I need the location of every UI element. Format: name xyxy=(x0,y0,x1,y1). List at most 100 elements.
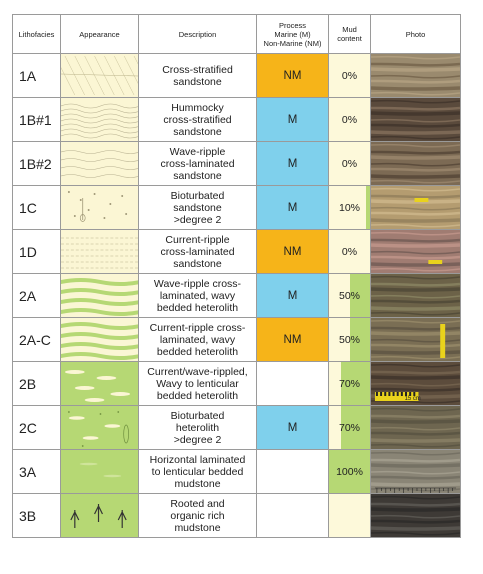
description-line: sandstone xyxy=(173,257,222,270)
appearance-sketch xyxy=(60,141,139,186)
description-line: Hummocky xyxy=(171,101,224,114)
appearance-sketch xyxy=(60,449,139,494)
process-cell xyxy=(256,493,329,538)
mud-content-cell: 100% xyxy=(328,449,371,494)
appearance-sketch xyxy=(60,97,139,142)
description-line: Wave-ripple cross- xyxy=(153,277,242,290)
lithofacies-table: Lithofacies Appearance Description Proce… xyxy=(12,14,461,538)
table-row: 3B Rooted and organic rich mudstone xyxy=(12,493,461,538)
description-line: sandstone xyxy=(173,169,222,182)
lithofacies-code: 1B#2 xyxy=(12,141,61,186)
table-row: 1A Cross-stratified sandstone NM 0% xyxy=(12,53,461,98)
mud-content-bar xyxy=(341,362,370,405)
outcrop-photo xyxy=(370,185,461,230)
outcrop-photo xyxy=(370,141,461,186)
table-row: 2A Wave-ripple cross-laminated, wavy bedde… xyxy=(12,273,461,318)
mud-content-value: 0% xyxy=(341,113,358,126)
appearance-sketch xyxy=(60,493,139,538)
appearance-sketch xyxy=(60,361,139,406)
lithofacies-code: 1A xyxy=(12,53,61,98)
header-process: Process Marine (M) Non-Marine (NM) xyxy=(256,14,329,54)
table-row: 3A Horizontal laminated to lenticular bedd… xyxy=(12,449,461,494)
description-line: heterolith xyxy=(175,421,220,434)
process-cell xyxy=(256,449,329,494)
description-cell: Current/wave-rippled, Wavy to lenticular b… xyxy=(138,361,257,406)
lithofacies-code: 1C xyxy=(12,185,61,230)
description-line: sandstone xyxy=(173,75,222,88)
mud-content-value: 0% xyxy=(341,157,358,170)
appearance-sketch xyxy=(60,405,139,450)
lithofacies-code: 2A xyxy=(12,273,61,318)
description-line: sandstone xyxy=(173,201,222,214)
appearance-sketch xyxy=(60,273,139,318)
lithofacies-code: 1D xyxy=(12,229,61,274)
mud-content-bar xyxy=(365,186,370,229)
process-cell: M xyxy=(256,185,329,230)
lithofacies-code: 2B xyxy=(12,361,61,406)
lithofacies-code: 3B xyxy=(12,493,61,538)
description-line: mudstone xyxy=(174,521,221,534)
description-line: cross-laminated xyxy=(160,157,235,170)
description-line: cross-stratified xyxy=(163,113,232,126)
mud-content-cell: 70% xyxy=(328,405,371,450)
mud-content-bar xyxy=(329,450,370,493)
table-row: 1B#2 Wave-ripple cross-laminated sandstone M… xyxy=(12,141,461,186)
description-line: organic rich xyxy=(170,509,225,522)
appearance-sketch xyxy=(60,229,139,274)
description-line: bedded heterolith xyxy=(156,389,239,402)
description-line: Cross-stratified xyxy=(162,63,233,76)
outcrop-photo xyxy=(370,229,461,274)
lithofacies-code: 2A-C xyxy=(12,317,61,362)
mud-content-value: 50% xyxy=(338,333,360,346)
description-line: bedded heterolith xyxy=(156,301,239,314)
outcrop-photo xyxy=(370,273,461,318)
description-cell: Current-ripple cross-laminated sandstone xyxy=(138,229,257,274)
description-cell: Bioturbated heterolith >degree 2 xyxy=(138,405,257,450)
description-line: sandstone xyxy=(173,125,222,138)
appearance-sketch xyxy=(60,185,139,230)
description-cell: Rooted and organic rich mudstone xyxy=(138,493,257,538)
process-cell: NM xyxy=(256,317,329,362)
process-cell: M xyxy=(256,97,329,142)
header-process-line3: Non-Marine (NM) xyxy=(263,38,322,48)
description-cell: Cross-stratified sandstone xyxy=(138,53,257,98)
description-line: Bioturbated xyxy=(170,409,225,422)
outcrop-photo xyxy=(370,449,461,494)
mud-content-cell: 0% xyxy=(328,229,371,274)
appearance-sketch xyxy=(60,53,139,98)
mud-content-value: 100% xyxy=(336,465,363,478)
description-line: Rooted and xyxy=(170,497,225,510)
description-line: Current-ripple cross- xyxy=(149,321,246,334)
description-line: Wave-ripple xyxy=(169,145,226,158)
appearance-sketch xyxy=(60,317,139,362)
description-cell: Hummocky cross-stratified sandstone xyxy=(138,97,257,142)
mud-content-cell: 10% xyxy=(328,185,371,230)
description-line: Wavy to lenticular xyxy=(156,377,239,390)
description-cell: Wave-ripple cross-laminated, wavy bedded … xyxy=(138,273,257,318)
mud-content-cell: 70% xyxy=(328,361,371,406)
mud-content-cell: 0% xyxy=(328,141,371,186)
description-cell: Horizontal laminated to lenticular bedded… xyxy=(138,449,257,494)
mud-content-value: 0% xyxy=(341,69,358,82)
description-line: Horizontal laminated xyxy=(149,453,246,466)
description-cell: Bioturbated sandstone >degree 2 xyxy=(138,185,257,230)
outcrop-photo xyxy=(370,405,461,450)
table-row: 2B Current/wave-rippled, Wavy to lenticula… xyxy=(12,361,461,406)
description-cell: Current-ripple cross-laminated, wavy bedd… xyxy=(138,317,257,362)
header-mud-line1: Mud xyxy=(342,25,357,34)
outcrop-photo xyxy=(370,317,461,362)
mud-content-value: 50% xyxy=(338,289,360,302)
description-line: >degree 2 xyxy=(173,213,222,226)
mud-content-bar xyxy=(349,318,370,361)
description-cell: Wave-ripple cross-laminated sandstone xyxy=(138,141,257,186)
table-row: 2A-C Current-ripple cross-laminated, wavy… xyxy=(12,317,461,362)
header-row: Lithofacies Appearance Description Proce… xyxy=(12,14,461,54)
mud-content-cell: 50% xyxy=(328,317,371,362)
description-line: Current/wave-rippled, xyxy=(147,365,248,378)
description-line: laminated, wavy xyxy=(159,333,236,346)
table-row: 1B#1 Hummocky cross-stratified sandstone M 0% xyxy=(12,97,461,142)
process-cell: NM xyxy=(256,53,329,98)
process-cell: M xyxy=(256,141,329,186)
mud-content-cell: 0% xyxy=(328,53,371,98)
process-cell: M xyxy=(256,405,329,450)
